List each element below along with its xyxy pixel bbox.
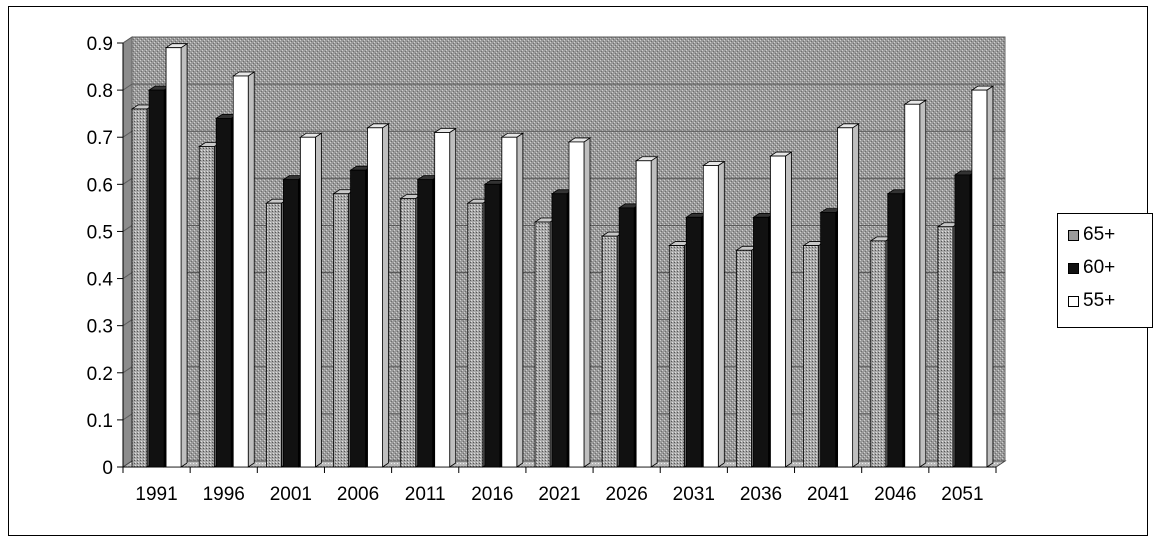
bar-55+-2026 [635, 160, 652, 468]
x-tick-label: 1996 [203, 484, 245, 505]
x-tick-label: 2011 [405, 484, 446, 505]
bar-60+-2046 [887, 193, 904, 468]
bar-65+-2036 [736, 249, 752, 468]
y-tick-label: 0.7 [87, 128, 113, 149]
bar-55+-2036 [770, 155, 786, 468]
bar-60+-2006 [350, 169, 366, 468]
bar-55+-2046 [904, 103, 921, 468]
gridline-side [122, 36, 133, 44]
bar-55+-2011 [434, 132, 451, 468]
y-tick-label: 0.1 [87, 411, 113, 432]
y-tick-label: 0.9 [87, 34, 113, 55]
bar-55+-2006 [367, 127, 383, 468]
bar-60+-2021 [551, 193, 568, 468]
gridline-side [122, 413, 133, 421]
bar-60+-2001 [282, 179, 299, 468]
bar-side [852, 123, 860, 468]
bar-65+-1991 [131, 108, 148, 468]
x-tick-label: 2041 [807, 484, 849, 505]
bar-side [247, 71, 255, 468]
bar-55+-2041 [837, 127, 854, 468]
y-tick-label: 0.3 [87, 317, 113, 338]
legend-label: 55+ [1083, 290, 1116, 311]
gridline-side [122, 319, 133, 327]
bar-60+-2031 [685, 216, 702, 468]
bar-side [919, 99, 927, 468]
bar-60+-2036 [753, 216, 769, 468]
legend-item-65+: 65+ [1068, 224, 1115, 246]
bar-60+-1996 [215, 117, 232, 468]
x-tick-label: 2006 [337, 484, 379, 505]
x-tick-label: 2051 [941, 484, 983, 505]
y-tick-label: 0.4 [87, 270, 114, 291]
bar-65+-2001 [265, 202, 282, 468]
y-tick-label: 0.8 [87, 81, 113, 102]
chart-legend: 65+ 60+ 55+ [1057, 213, 1153, 328]
bar-65+-2046 [870, 240, 887, 468]
bar-65+-2051 [937, 226, 954, 468]
bar-side [516, 132, 524, 468]
x-tick-label: 2031 [673, 484, 715, 505]
bar-60+-2041 [820, 212, 837, 468]
bar-55+-2051 [971, 89, 988, 468]
gridline-side [122, 272, 133, 279]
plot-side-wall [122, 36, 133, 468]
x-tick-label: 2036 [740, 484, 782, 505]
legend-item-55+: 55+ [1068, 290, 1115, 312]
bar-60+-2026 [618, 207, 635, 468]
bar-65+-2031 [668, 245, 685, 468]
x-tick-label: 2001 [270, 484, 312, 505]
bar-55+-1996 [232, 75, 249, 468]
bar-65+-2041 [803, 245, 820, 468]
bar-65+-2006 [333, 193, 349, 468]
x-tick-label: 2021 [538, 484, 580, 505]
bar-side [314, 132, 322, 468]
legend-label: 60+ [1083, 257, 1116, 278]
gridline-side [122, 177, 133, 185]
x-tick-label: 2046 [874, 484, 916, 505]
legend-swatch [1068, 295, 1079, 307]
bar-65+-2021 [534, 221, 551, 468]
bar-60+-2016 [484, 183, 501, 468]
bar-side [583, 137, 591, 468]
y-tick-label: 0.2 [87, 364, 113, 385]
bar-side [650, 156, 658, 468]
bar-side [382, 123, 389, 468]
y-tick-label: 0.5 [87, 222, 113, 243]
y-tick-label: 0 [102, 458, 113, 479]
bar-side [449, 127, 457, 468]
bar-side [180, 42, 188, 468]
bar-side [986, 85, 994, 468]
legend-swatch [1068, 262, 1079, 274]
x-tick-label: 2026 [606, 484, 648, 505]
legend-swatch [1068, 229, 1079, 241]
bar-side [785, 151, 792, 468]
bar-65+-2026 [601, 235, 618, 468]
bar-55+-2021 [568, 141, 585, 468]
x-tick-label: 1991 [135, 484, 177, 505]
gridline-side [122, 366, 133, 374]
legend-item-60+: 60+ [1068, 257, 1115, 279]
bar-55+-1991 [165, 47, 182, 468]
bar-55+-2016 [501, 136, 518, 468]
bar-65+-2011 [400, 198, 417, 468]
y-tick-label: 0.6 [87, 175, 113, 196]
bar-side [717, 160, 725, 468]
legend-label: 65+ [1083, 224, 1116, 245]
bar-55+-2001 [299, 136, 316, 468]
x-tick-label: 2016 [471, 484, 513, 505]
bar-60+-2051 [954, 174, 971, 468]
bar-65+-1996 [198, 146, 215, 468]
bar-55+-2031 [702, 165, 719, 468]
bar-65+-2016 [467, 202, 484, 468]
bar-60+-2011 [417, 179, 434, 468]
gridline-side [122, 83, 133, 91]
gridline-side [122, 130, 133, 138]
bar-60+-1991 [148, 89, 165, 468]
gridline-side [122, 225, 133, 232]
